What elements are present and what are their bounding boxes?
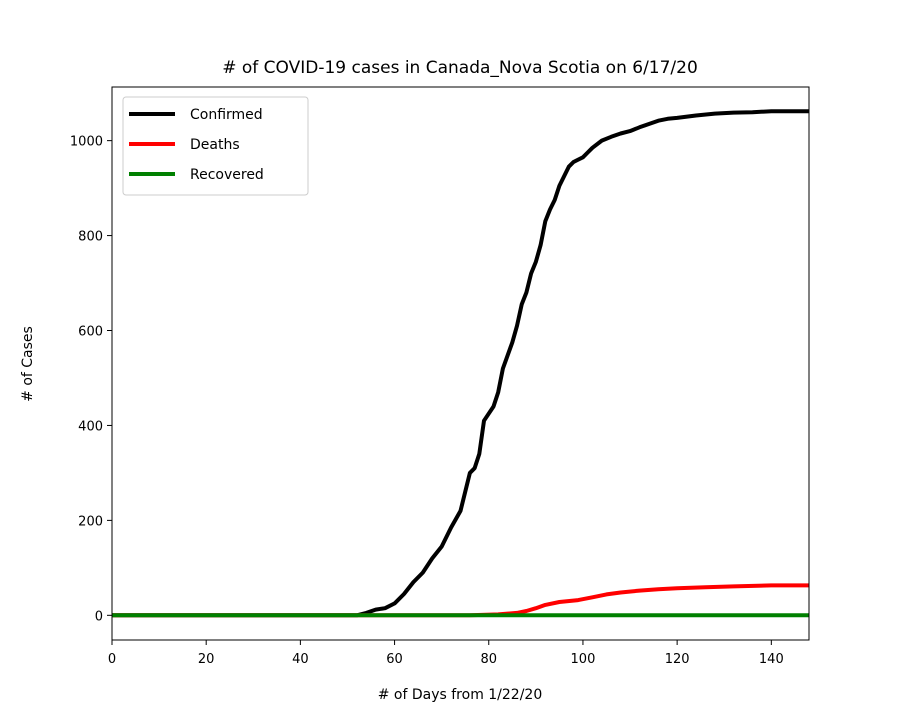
legend-box	[122, 96, 309, 196]
x-tick-label: 80	[480, 652, 497, 667]
x-tick-label: 0	[108, 652, 116, 667]
y-axis-label: # of Cases	[20, 326, 36, 402]
chart-title: # of COVID-19 cases in Canada_Nova Scoti…	[222, 58, 698, 78]
y-tick-label: 600	[78, 325, 103, 340]
legend-label-confirmed: Confirmed	[190, 107, 263, 123]
legend: Confirmed Deaths Recovered	[122, 96, 309, 196]
x-tick-label: 120	[665, 652, 690, 667]
y-tick-label: 0	[95, 609, 103, 624]
x-axis: 0 20 40 60 80 100 120 140	[108, 640, 784, 667]
y-tick-label: 800	[78, 230, 103, 245]
y-axis: 0 200 400 600 800 1000	[70, 135, 112, 624]
y-tick-label: 400	[78, 419, 103, 434]
x-tick-label: 60	[386, 652, 403, 667]
y-tick-label: 200	[78, 514, 103, 529]
y-tick-label: 1000	[70, 135, 103, 150]
legend-label-deaths: Deaths	[190, 137, 240, 153]
x-axis-label: # of Days from 1/22/20	[378, 687, 543, 703]
x-tick-label: 100	[571, 652, 596, 667]
series-layer	[112, 109, 809, 618]
legend-label-recovered: Recovered	[190, 167, 264, 183]
x-tick-label: 40	[292, 652, 309, 667]
x-tick-label: 140	[759, 652, 784, 667]
plot-frame	[111, 86, 810, 641]
series-line-confirmed	[112, 109, 809, 618]
x-tick-label: 20	[198, 652, 215, 667]
series-line-deaths	[112, 583, 809, 618]
